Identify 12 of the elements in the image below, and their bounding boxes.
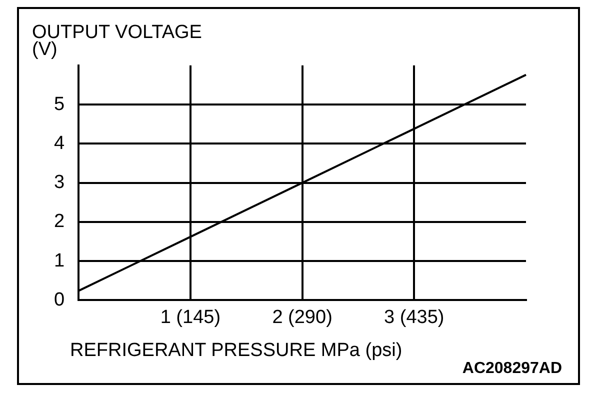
y-tick-label: 1 (54, 250, 65, 272)
y-tick-label: 5 (54, 94, 65, 115)
text: AC208297AD (462, 360, 562, 378)
x-tick-label: 2 (290) (272, 306, 332, 328)
x-tick-label: 1 (145) (160, 306, 221, 328)
x-tick-label: 3 (435) (384, 306, 444, 328)
y-axis-title: OUTPUT VOLTAGE (V) (32, 22, 202, 60)
y-tick-label: 3 (54, 172, 65, 194)
y-tick-label: 0 (54, 289, 65, 310)
y-tick-label: 4 (54, 132, 65, 154)
y-tick-label: 2 (54, 211, 65, 232)
x-axis-title: REFRIGERANT PRESSURE MPa (psi) (70, 340, 402, 362)
